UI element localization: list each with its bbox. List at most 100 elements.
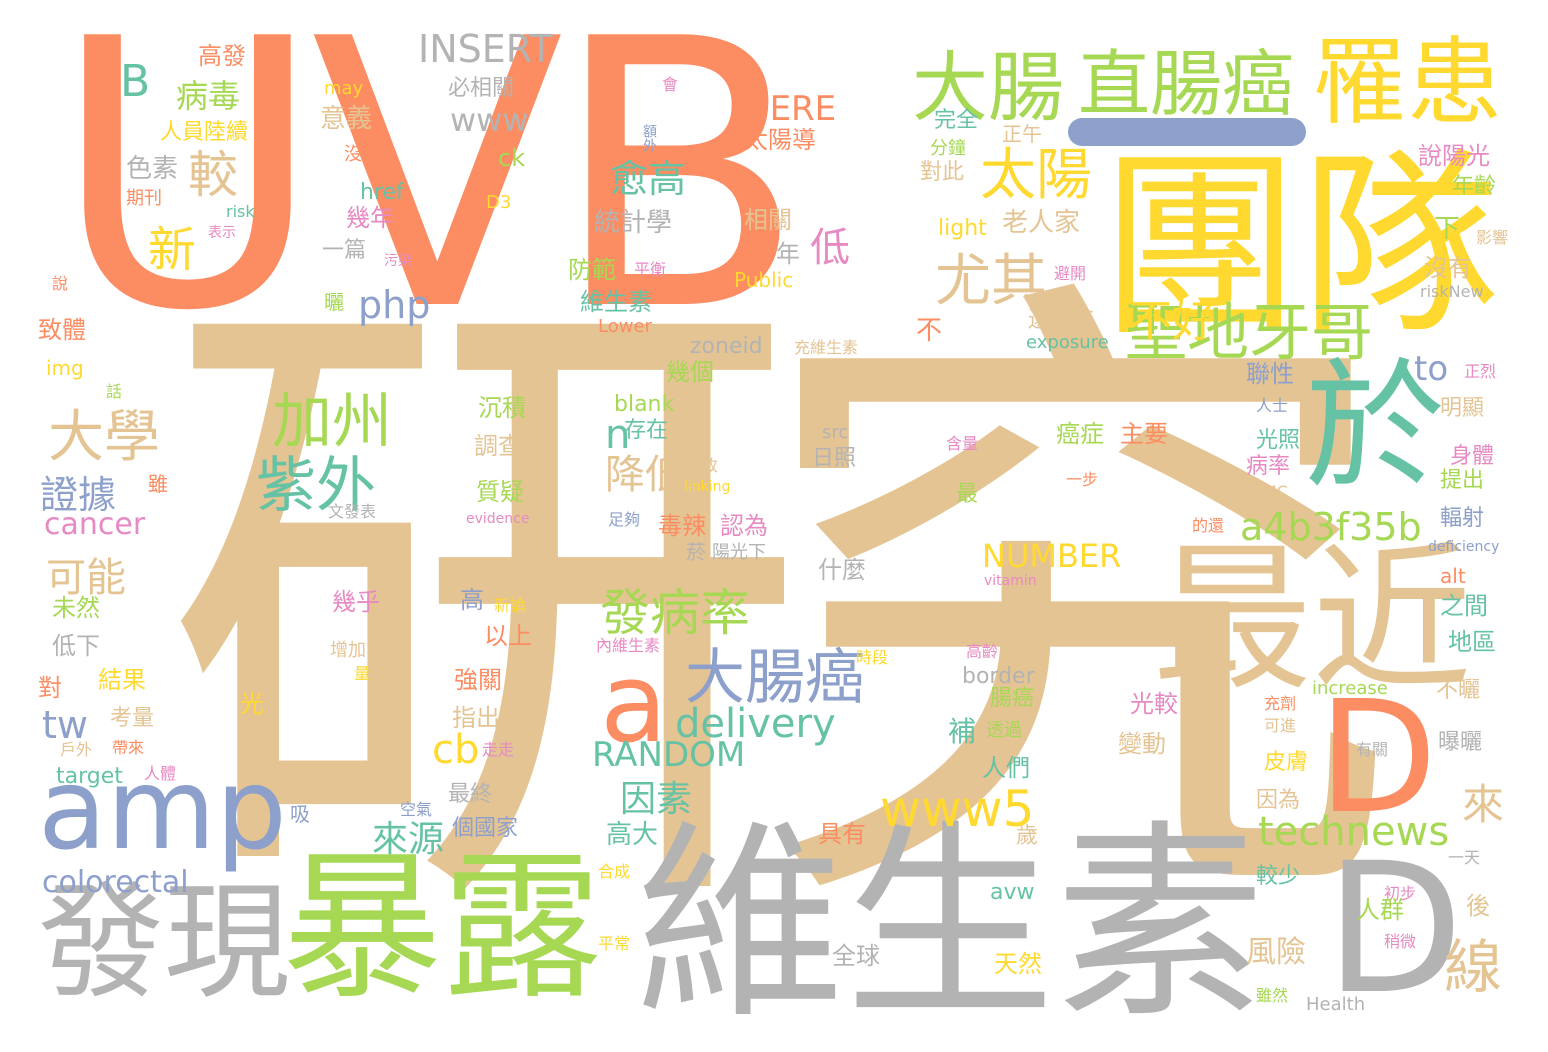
underline-bar: [1068, 118, 1306, 146]
word-usually: 平常: [598, 934, 631, 953]
word-under-sun: 陽光下: [712, 542, 766, 563]
word-higher: 愈高: [610, 157, 687, 201]
word-team: 團隊: [1100, 131, 1501, 364]
word-can-further: 可進: [1264, 716, 1297, 735]
word-border: border: [962, 664, 1035, 689]
word-not: 不: [916, 316, 943, 346]
word-on-this: 對此: [920, 160, 965, 185]
word-result: 結果: [98, 666, 146, 694]
word-less: 較少: [1256, 864, 1301, 889]
word-possible: 可能: [46, 555, 126, 601]
word-src: src: [822, 422, 849, 443]
word-related: 相關: [744, 206, 792, 234]
word-still: 的還: [1192, 516, 1225, 535]
word-sun-guide: 太陽導: [744, 126, 816, 154]
word-change: 變動: [1118, 730, 1166, 758]
word-balance: 平衡: [634, 260, 667, 279]
word-consider: 考量: [110, 706, 155, 731]
word-lower-level: 低下: [52, 632, 100, 660]
word-survey: 調查: [474, 432, 522, 460]
word-colon-cancer: 大腸癌: [685, 643, 865, 713]
word-pollution: 污染: [384, 253, 412, 269]
word-harsh: 毒辣: [658, 512, 706, 540]
word-intestinal-cancer: 腸癌: [990, 686, 1035, 711]
word-doubt: 質疑: [476, 478, 524, 506]
word-few-years: 幾年: [346, 204, 394, 232]
word-down: 下: [1434, 214, 1461, 244]
word-content: 含量: [946, 434, 979, 453]
word-after: 後: [1466, 892, 1490, 920]
word-propose: 提出: [1440, 468, 1485, 493]
word-vitamin-en: vitamin: [984, 573, 1037, 589]
word-random: RANDOM: [592, 735, 746, 775]
word-completely: 完全: [934, 108, 979, 133]
word-linking: linking: [684, 479, 731, 495]
word-n: n: [605, 412, 631, 458]
word-california: 加州: [272, 387, 392, 457]
word-www: www: [450, 101, 529, 139]
word-exposure: 暴露: [282, 834, 603, 1021]
word-say: 說: [52, 274, 69, 293]
word-year: 年: [776, 240, 800, 268]
word-necessarily: 必相關: [448, 76, 515, 101]
word-countries: 個國家: [452, 816, 519, 841]
word-source: 來源: [372, 819, 445, 860]
word-what: 什麼: [818, 556, 866, 584]
word-light: light: [938, 216, 987, 241]
word-amount: 量: [354, 664, 371, 683]
word-img: img: [46, 356, 84, 380]
word-before-happens: 未然: [52, 594, 100, 622]
word-air: 空氣: [400, 800, 433, 819]
word-disease-rate: 病率: [1246, 454, 1291, 479]
word-illumination: 光照: [1256, 428, 1301, 453]
word-here: HERE: [744, 89, 837, 129]
word-to: to: [1414, 349, 1449, 389]
word-alt: alt: [1440, 564, 1466, 588]
word-cancer-zh: 癌症: [1056, 420, 1104, 448]
word-amp: amp: [38, 745, 287, 875]
word-risknew: riskNew: [1420, 282, 1484, 301]
word-avoid: 避開: [1054, 264, 1087, 283]
word-although: 雖然: [1256, 986, 1289, 1005]
word-enough: 足夠: [608, 510, 641, 529]
word-strong-link: 強關: [454, 666, 502, 694]
word-walk: 走走: [482, 740, 515, 759]
word-vitamin-small: 維生素: [580, 288, 652, 316]
word-sun-exposure: 曝曬: [1438, 730, 1483, 755]
word-line: 線: [1444, 933, 1503, 1001]
word-public: Public: [734, 268, 794, 292]
word-point-out: 指出: [452, 704, 500, 732]
word-may: may: [324, 78, 364, 99]
word-cause-body: 致體: [38, 316, 86, 344]
word-increase-en: increase: [1312, 678, 1388, 699]
word-found: 發現: [38, 869, 290, 1016]
word-d-orange: D: [1318, 667, 1438, 848]
word-supplement-vitamin: 充維生素: [794, 338, 859, 357]
word-delivery: delivery: [675, 701, 836, 747]
word-above: 以上: [484, 622, 532, 650]
word-low: 低: [810, 225, 850, 271]
word-high: 高: [460, 586, 484, 614]
word-association: 聯性: [1246, 360, 1294, 388]
word-health: Health: [1306, 994, 1366, 1015]
word-crowd: 人群: [1356, 896, 1404, 924]
word-sunbathe: 曬: [324, 290, 344, 314]
word-cancer: cancer: [44, 507, 146, 542]
word-will-vertical: 會: [659, 76, 678, 92]
word-human-body: 人體: [144, 764, 177, 783]
word-increase-zh: 增加: [330, 640, 366, 661]
word-suffer: 罹患: [1312, 28, 1503, 138]
word-one-day: 一天: [1448, 848, 1481, 867]
word-preliminary: 初步: [1384, 884, 1417, 903]
word-no: 沒有: [1424, 254, 1472, 282]
word-ck: ck: [498, 144, 526, 172]
word-published: 文發表: [328, 502, 377, 521]
word-san-diego: 聖地牙哥: [1125, 296, 1374, 369]
word-not-yet: 還沒有: [1028, 308, 1095, 333]
word-especially: 尤其: [935, 249, 1047, 314]
word-final: 最終: [448, 782, 493, 807]
word-ultraviolet: 紫外: [256, 451, 376, 521]
word-absorb: 吸收: [686, 456, 719, 475]
word-zoneid: zoneid: [690, 334, 763, 359]
